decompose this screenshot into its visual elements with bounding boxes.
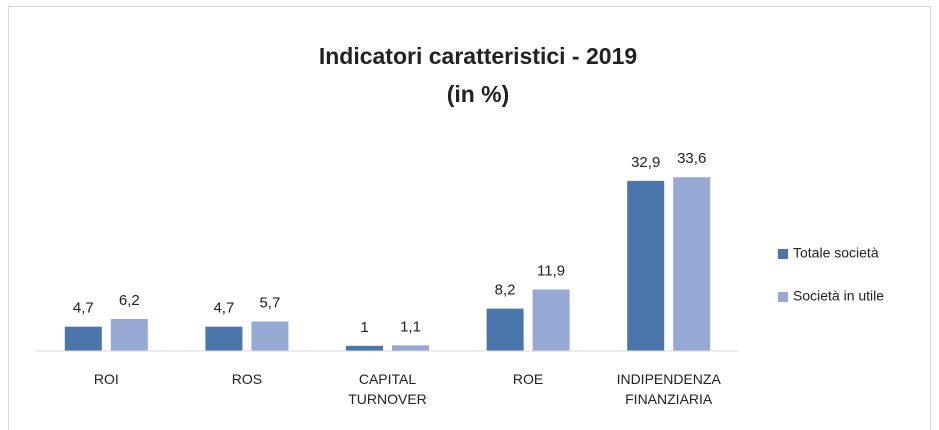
data-label: 6,2: [119, 292, 140, 309]
data-label: 4,7: [213, 300, 234, 317]
chart-frame: [8, 6, 931, 430]
data-label: 4,7: [73, 300, 94, 317]
x-tick-label: ROE: [512, 371, 544, 387]
bar: [486, 308, 524, 351]
x-tick-label: CAPITAL TURNOVER: [348, 371, 427, 407]
legend-swatch: [778, 249, 788, 259]
bar: [110, 318, 148, 351]
bar: [673, 177, 711, 351]
bar: [532, 289, 570, 351]
bar: [346, 345, 383, 351]
x-tick-label: ROS: [231, 371, 263, 387]
data-label: 5,7: [259, 294, 280, 311]
x-tick-label: ROI: [93, 371, 119, 387]
data-label: 11,9: [537, 262, 565, 279]
bar: [251, 321, 289, 351]
bar: [205, 326, 243, 351]
bar: [64, 326, 102, 351]
legend-label: Totale società: [793, 245, 879, 261]
chart-subtitle: (in %): [447, 81, 510, 107]
data-label: 8,2: [495, 282, 516, 299]
legend-swatch: [778, 292, 788, 302]
bar: [627, 180, 665, 351]
data-label: 1: [360, 319, 368, 336]
data-label: 1,1: [400, 318, 421, 335]
bar: [392, 345, 429, 351]
data-label: 33,6: [677, 150, 706, 167]
legend-label: Società in utile: [793, 288, 884, 304]
chart-title: Indicatori caratteristici - 2019: [319, 43, 637, 69]
x-tick-label: INDIPENDENZA FINANZIARIA: [616, 371, 721, 407]
data-label: 32,9: [631, 154, 660, 171]
